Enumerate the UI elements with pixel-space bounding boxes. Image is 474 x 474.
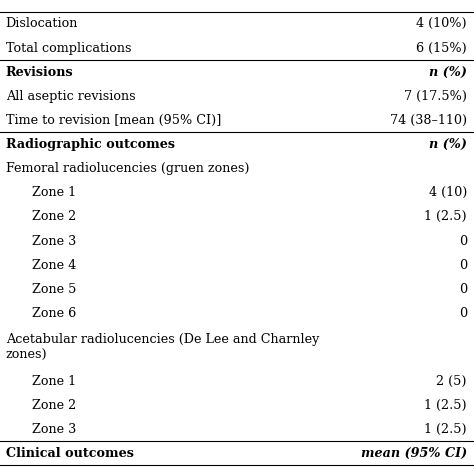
Text: 0: 0 — [459, 307, 467, 320]
Text: Femoral radiolucencies (gruen zones): Femoral radiolucencies (gruen zones) — [6, 162, 249, 175]
Text: Radiographic outcomes: Radiographic outcomes — [6, 138, 175, 151]
Text: n (%): n (%) — [429, 66, 467, 79]
Text: Clinical outcomes: Clinical outcomes — [6, 447, 134, 460]
Text: Zone 6: Zone 6 — [32, 307, 76, 320]
Text: Dislocation: Dislocation — [6, 18, 78, 30]
Text: 4 (10%): 4 (10%) — [416, 18, 467, 30]
Text: 6 (15%): 6 (15%) — [416, 42, 467, 55]
Text: 2 (5): 2 (5) — [437, 374, 467, 388]
Text: Zone 3: Zone 3 — [32, 423, 76, 436]
Text: 0: 0 — [459, 235, 467, 247]
Text: Zone 3: Zone 3 — [32, 235, 76, 247]
Text: 74 (38–110): 74 (38–110) — [390, 114, 467, 127]
Text: mean (95% CI): mean (95% CI) — [361, 447, 467, 460]
Text: Zone 2: Zone 2 — [32, 399, 76, 411]
Text: Zone 2: Zone 2 — [32, 210, 76, 223]
Text: Zone 5: Zone 5 — [32, 283, 76, 296]
Text: 1 (2.5): 1 (2.5) — [424, 210, 467, 223]
Text: Zone 1: Zone 1 — [32, 186, 76, 199]
Text: All aseptic revisions: All aseptic revisions — [6, 90, 135, 103]
Text: Total complications: Total complications — [6, 42, 131, 55]
Text: Zone 1: Zone 1 — [32, 374, 76, 388]
Text: 1 (2.5): 1 (2.5) — [424, 423, 467, 436]
Text: 1 (2.5): 1 (2.5) — [424, 399, 467, 411]
Text: 0: 0 — [459, 259, 467, 272]
Text: 7 (17.5%): 7 (17.5%) — [404, 90, 467, 103]
Text: Time to revision [mean (95% CI)]: Time to revision [mean (95% CI)] — [6, 114, 221, 127]
Text: Revisions: Revisions — [6, 66, 73, 79]
Text: 0: 0 — [459, 283, 467, 296]
Text: 4 (10): 4 (10) — [428, 186, 467, 199]
Text: n (%): n (%) — [429, 138, 467, 151]
Text: Acetabular radiolucencies (De Lee and Charnley
zones): Acetabular radiolucencies (De Lee and Ch… — [6, 333, 319, 362]
Text: Zone 4: Zone 4 — [32, 259, 76, 272]
